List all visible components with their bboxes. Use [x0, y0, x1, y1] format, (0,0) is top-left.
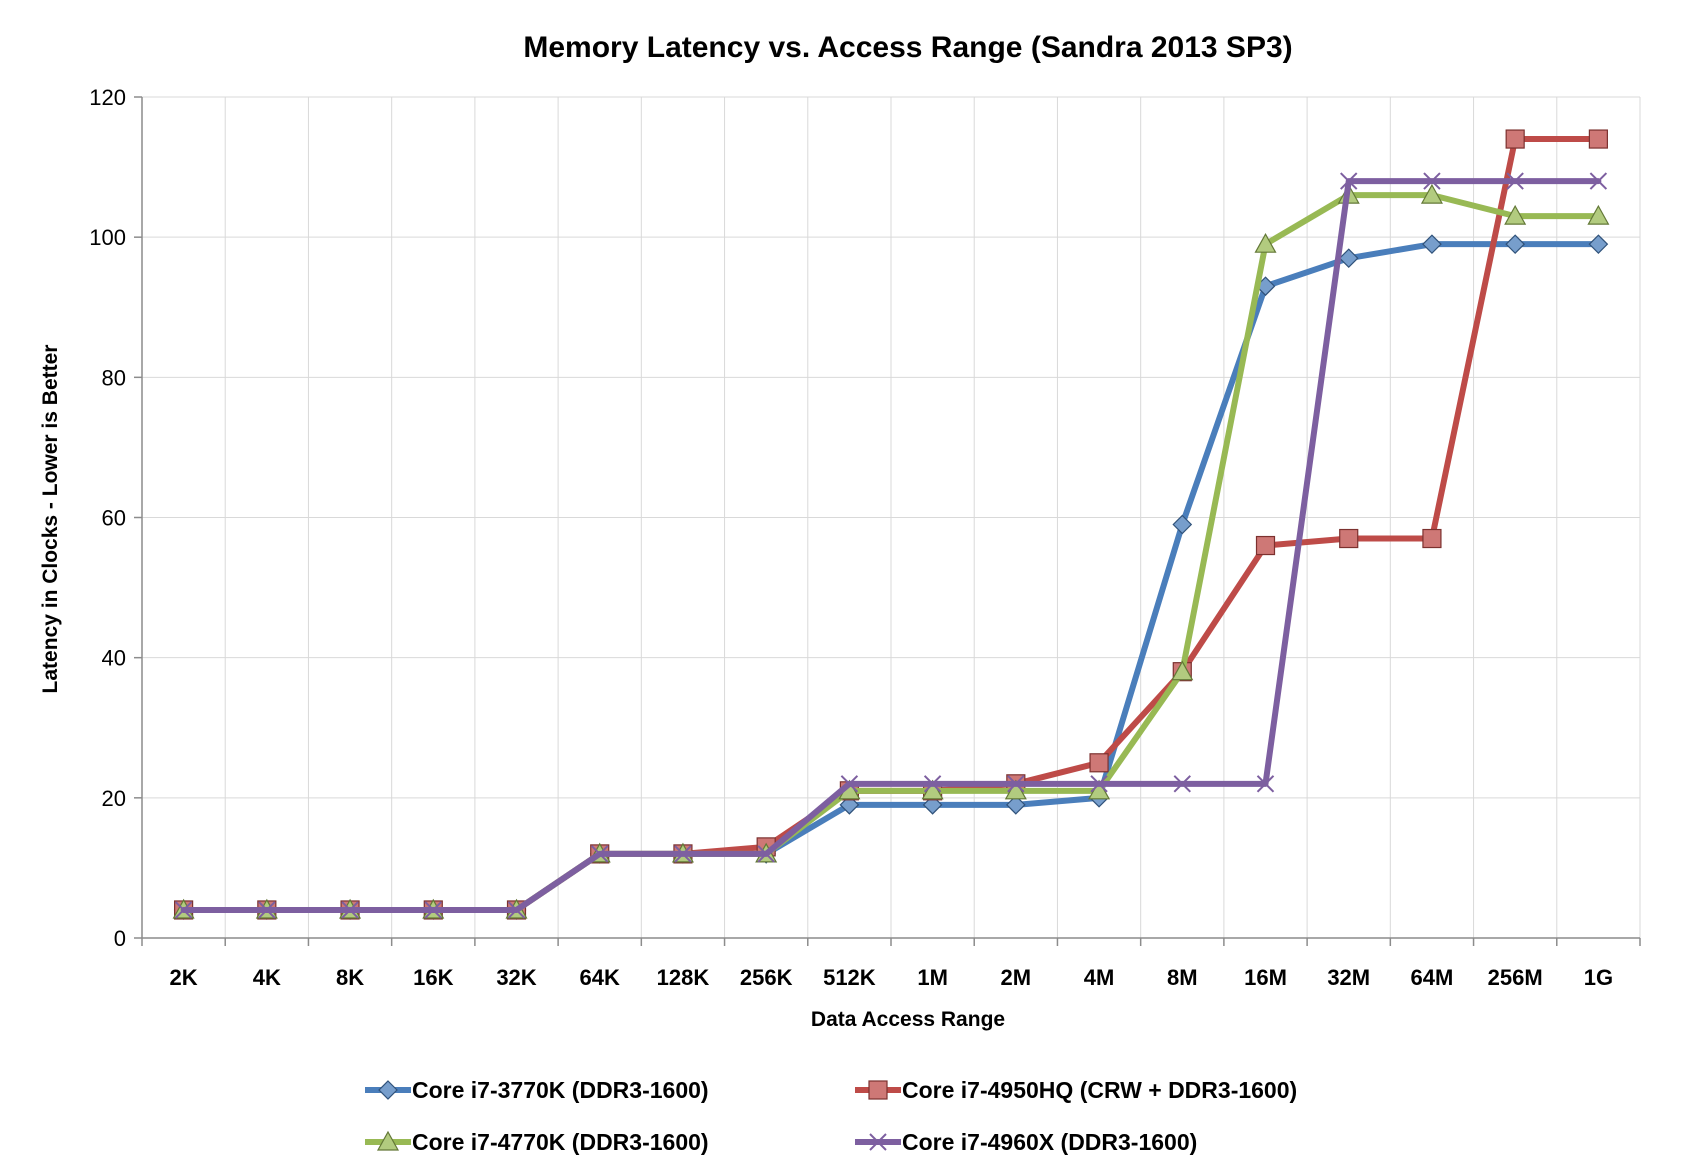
series-line — [180, 178, 1602, 913]
x-tick-label: 4K — [253, 965, 281, 990]
y-tick-label: 60 — [102, 506, 126, 531]
data-point — [1589, 172, 1608, 190]
data-point — [174, 901, 193, 919]
y-axis-title: Latency in Clocks - Lower is Better — [39, 345, 62, 694]
x-axis-title: Data Access Range — [811, 1008, 1005, 1031]
y-tick-label: 120 — [89, 85, 126, 110]
x-tick-label: 4M — [1084, 965, 1115, 990]
data-point — [1255, 535, 1276, 556]
data-point — [1422, 234, 1442, 255]
legend-marker — [868, 1080, 888, 1100]
x-tick-label: 256K — [740, 965, 793, 990]
x-tick-label: 8K — [336, 965, 364, 990]
legend-item: Core i7-4950HQ (CRW + DDR3-1600) — [855, 1077, 1297, 1103]
chart-title: Memory Latency vs. Access Range (Sandra … — [523, 31, 1292, 64]
legend-item: Core i7-4960X (DDR3-1600) — [855, 1129, 1197, 1155]
legend-marker — [376, 1130, 400, 1151]
data-point — [1504, 204, 1527, 225]
legend-item: Core i7-3770K (DDR3-1600) — [365, 1077, 709, 1103]
x-tick-label: 16M — [1244, 965, 1287, 990]
x-tick-label: 64K — [580, 965, 620, 990]
data-point — [1423, 172, 1441, 190]
y-tick-label: 20 — [102, 786, 126, 811]
legend-label: Core i7-4950HQ (CRW + DDR3-1600) — [902, 1077, 1297, 1103]
legend-label: Core i7-4960X (DDR3-1600) — [902, 1129, 1197, 1155]
data-point — [757, 845, 775, 863]
x-tick-label: 64M — [1411, 965, 1454, 990]
data-point — [424, 901, 442, 919]
x-tick-label: 128K — [657, 965, 710, 990]
y-tick-label: 100 — [89, 225, 126, 250]
x-tick-label: 1G — [1584, 965, 1613, 990]
data-point — [1254, 232, 1277, 253]
data-point — [1505, 129, 1525, 149]
data-point — [1338, 248, 1359, 269]
x-tick-label: 32K — [496, 965, 536, 990]
data-point — [1339, 528, 1359, 549]
data-point — [507, 901, 526, 919]
data-point — [1007, 775, 1025, 793]
x-tick-label: 2K — [170, 965, 198, 990]
data-point — [1588, 129, 1608, 149]
data-point — [341, 901, 359, 919]
legend-marker — [378, 1080, 398, 1100]
x-tick-label: 2M — [1001, 965, 1032, 990]
x-tick-label: 8M — [1167, 965, 1198, 990]
data-point — [1588, 234, 1609, 255]
series-4 — [174, 172, 1608, 919]
y-tick-label: 80 — [102, 365, 126, 390]
data-point — [1340, 172, 1358, 190]
data-point — [1256, 775, 1275, 793]
data-point — [1173, 775, 1191, 793]
legend-label: Core i7-3770K (DDR3-1600) — [412, 1077, 709, 1103]
axes: 0 20 40 60 80 100 120 2K 4K 8K 16K 32K 64K 128K 256K 51… — [89, 85, 1641, 990]
data-point — [591, 845, 609, 863]
y-tick-label: 0 — [114, 926, 126, 951]
x-tick-label: 32M — [1327, 965, 1370, 990]
data-point — [674, 845, 692, 863]
legend-marker — [869, 1133, 887, 1151]
data-point — [1005, 794, 1026, 815]
data-point — [840, 775, 859, 793]
data-point — [1505, 234, 1526, 255]
x-tick-label: 256M — [1488, 965, 1543, 990]
x-tick-label: 1M — [917, 965, 948, 990]
data-point — [1506, 172, 1524, 190]
series-lines — [172, 129, 1610, 920]
x-tick-label: 512K — [823, 965, 876, 990]
data-point — [1171, 660, 1194, 681]
y-tick-label: 40 — [102, 646, 126, 671]
legend: Core i7-3770K (DDR3-1600) Core i7-4950HQ … — [365, 1077, 1297, 1155]
gridlines — [142, 96, 1641, 938]
data-point — [1422, 528, 1442, 549]
data-point — [1089, 753, 1109, 773]
data-point — [258, 901, 276, 919]
data-point — [923, 775, 942, 793]
legend-item: Core i7-4770K (DDR3-1600) — [365, 1129, 709, 1155]
data-point — [1587, 204, 1610, 225]
legend-label: Core i7-4770K (DDR3-1600) — [412, 1129, 709, 1155]
data-point — [1090, 775, 1108, 793]
x-tick-label: 16K — [413, 965, 453, 990]
data-point — [1420, 183, 1443, 204]
data-point — [1172, 514, 1193, 535]
